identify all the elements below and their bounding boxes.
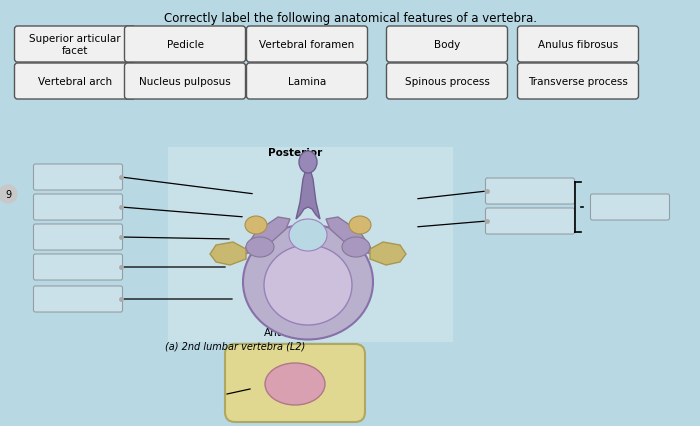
- Circle shape: [0, 186, 17, 204]
- FancyBboxPatch shape: [486, 208, 575, 234]
- Ellipse shape: [349, 216, 371, 234]
- Text: (a) 2nd lumbar vertebra (L2): (a) 2nd lumbar vertebra (L2): [165, 341, 305, 351]
- FancyBboxPatch shape: [246, 27, 368, 63]
- FancyBboxPatch shape: [34, 225, 122, 250]
- Text: Nucleus pulposus: Nucleus pulposus: [139, 77, 231, 87]
- Text: Correctly label the following anatomical features of a vertebra.: Correctly label the following anatomical…: [164, 12, 536, 25]
- Text: Posterior: Posterior: [268, 148, 322, 158]
- Text: Transverse process: Transverse process: [528, 77, 628, 87]
- FancyBboxPatch shape: [486, 178, 575, 204]
- FancyBboxPatch shape: [125, 27, 246, 63]
- FancyBboxPatch shape: [225, 344, 365, 422]
- Text: Anulus fibrosus: Anulus fibrosus: [538, 40, 618, 50]
- Text: Body: Body: [434, 40, 460, 50]
- Text: Anterior: Anterior: [264, 327, 306, 337]
- Ellipse shape: [246, 237, 274, 257]
- Text: Vertebral foramen: Vertebral foramen: [260, 40, 355, 50]
- Polygon shape: [326, 218, 373, 256]
- FancyBboxPatch shape: [246, 64, 368, 100]
- FancyBboxPatch shape: [34, 195, 122, 221]
- FancyBboxPatch shape: [34, 286, 122, 312]
- Ellipse shape: [265, 363, 325, 405]
- FancyBboxPatch shape: [15, 27, 136, 63]
- Ellipse shape: [342, 237, 370, 257]
- Text: Spinous process: Spinous process: [405, 77, 489, 87]
- FancyBboxPatch shape: [517, 27, 638, 63]
- Ellipse shape: [243, 225, 373, 340]
- Text: Vertebral arch: Vertebral arch: [38, 77, 112, 87]
- FancyBboxPatch shape: [34, 164, 122, 190]
- FancyBboxPatch shape: [125, 64, 246, 100]
- FancyBboxPatch shape: [517, 64, 638, 100]
- Text: Pedicle: Pedicle: [167, 40, 204, 50]
- Ellipse shape: [299, 152, 317, 173]
- Polygon shape: [296, 163, 320, 219]
- Polygon shape: [210, 242, 246, 265]
- FancyBboxPatch shape: [168, 148, 453, 342]
- FancyBboxPatch shape: [386, 64, 508, 100]
- Ellipse shape: [289, 219, 327, 251]
- FancyBboxPatch shape: [386, 27, 508, 63]
- FancyBboxPatch shape: [34, 254, 122, 280]
- Text: Superior articular
facet: Superior articular facet: [29, 34, 121, 56]
- Ellipse shape: [264, 245, 352, 325]
- Ellipse shape: [245, 216, 267, 234]
- Text: Lamina: Lamina: [288, 77, 326, 87]
- Text: 9: 9: [5, 190, 11, 199]
- Polygon shape: [243, 218, 290, 256]
- FancyBboxPatch shape: [15, 64, 136, 100]
- FancyBboxPatch shape: [591, 195, 669, 221]
- Polygon shape: [370, 242, 406, 265]
